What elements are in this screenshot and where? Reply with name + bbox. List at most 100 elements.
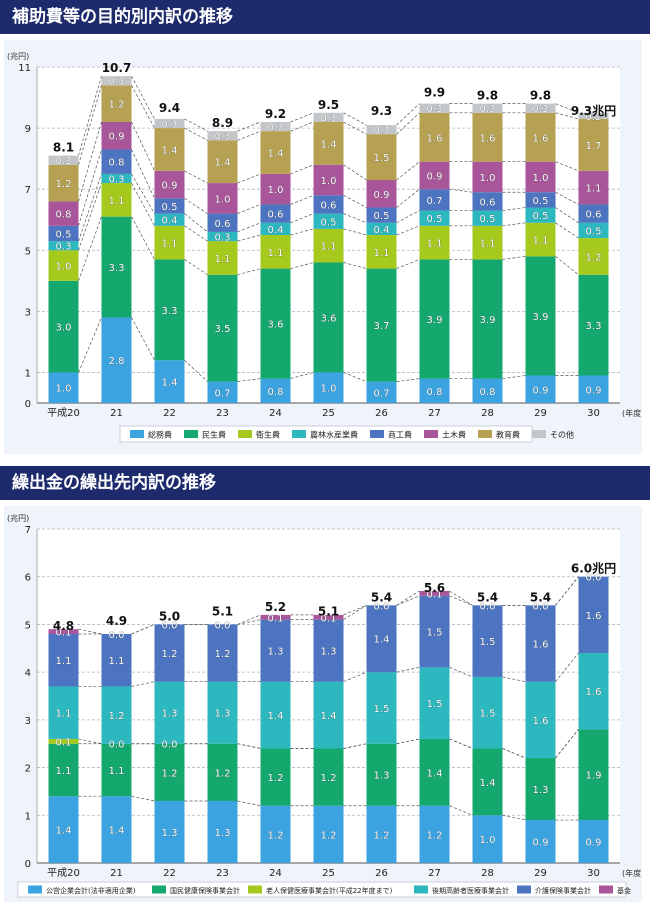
chart1-connector-line [78, 149, 102, 226]
chart1-value-label: 0.5 [374, 211, 390, 222]
chart1-connector-line [131, 173, 155, 214]
chart2-connector-line [237, 614, 261, 625]
chart2-value-label: 1.3 [321, 647, 337, 658]
chart2-bar-segment [207, 800, 238, 863]
chart1-value-label: 0.5 [162, 202, 178, 213]
chart2-bar-segment [260, 619, 291, 682]
chart2-bar-segment [48, 686, 79, 739]
chart2-value-label: 0.0 [109, 740, 125, 751]
chart2-connector-line [396, 590, 420, 606]
chart1-value-label: 0.6 [586, 210, 602, 221]
chart1-category-label: 21 [110, 408, 123, 419]
chart1-value-label: 1.4 [321, 139, 337, 150]
chart1-bar-segment [48, 250, 79, 281]
chart1-value-label: 0.9 [586, 385, 602, 396]
chart1-category-label: 24 [269, 408, 282, 419]
chart1-connector-line [502, 222, 526, 227]
chart1-value-label: 0.3 [374, 126, 390, 137]
chart1-connector-line [502, 256, 526, 260]
chart1-connector-line [343, 121, 367, 135]
chart2-bar-segment [472, 605, 503, 677]
chart1-value-label: 1.6 [480, 133, 496, 144]
chart1-connector-line [555, 103, 579, 114]
chart2-value-label: 0.9 [533, 838, 549, 849]
chart2-legend-swatch [517, 885, 531, 894]
chart2-bar-segment [260, 614, 291, 620]
chart2-value-label: 1.2 [215, 649, 231, 660]
chart1-connector-line [449, 188, 473, 193]
chart2-connector-line [396, 738, 420, 745]
chart1-value-label: 0.5 [586, 226, 602, 237]
chart2-ytick-label: 3 [25, 716, 31, 727]
chart1-bar-segment [472, 225, 503, 260]
chart2-category-label: 29 [534, 868, 547, 879]
chart2-value-label: 1.4 [374, 635, 390, 646]
chart2-total-label: 5.1 [318, 605, 339, 619]
chart1-value-label: 0.3 [109, 174, 125, 185]
chart1-bar-segment [525, 256, 556, 376]
chart1-legend-label: 土木費 [442, 430, 466, 440]
chart1-bar-segment [101, 216, 132, 318]
chart1-title: 補助費等の目的別内訳の推移 [12, 7, 233, 27]
chart1-value-label: 1.5 [374, 153, 390, 164]
chart2-value-label: 1.1 [56, 656, 72, 667]
chart2-connector-line [449, 590, 473, 606]
chart1-value-label: 0.4 [162, 216, 178, 227]
chart1-value-label: 3.6 [321, 313, 337, 324]
chart1-bar-segment [101, 121, 132, 150]
chart1-connector-line [131, 182, 155, 227]
chart2-category-label: 26 [375, 868, 388, 879]
chart1-value-label: 3.0 [56, 323, 72, 334]
chart1-value-label: 0.5 [321, 217, 337, 228]
chart1-value-label: 0.5 [480, 214, 496, 225]
chart1-bar-segment [578, 118, 609, 171]
chart1-ytick-label: 1 [25, 368, 31, 379]
chart1-connector-line [343, 112, 367, 126]
chart1-legend-swatch [238, 430, 252, 438]
chart2-total-label: 5.1 [212, 605, 233, 619]
chart2-total-label: 5.4 [477, 590, 498, 604]
chart1-legend-label: 教育費 [496, 430, 520, 440]
chart1-ytick-label: 0 [25, 399, 31, 410]
chart1-total-label: 8.9 [212, 116, 233, 130]
chart2-connector-line [502, 676, 526, 683]
chart1-ytick-label: 7 [25, 185, 31, 196]
chart1-bar-segment [578, 204, 609, 223]
chart2-connector-line [502, 748, 526, 759]
chart2-value-label: 1.2 [162, 768, 178, 779]
chart1-value-label: 0.3 [215, 132, 231, 143]
chart1-value-label: 1.0 [56, 384, 72, 395]
chart1-connector-line [78, 182, 102, 251]
chart2-connector-line [237, 743, 261, 749]
chart1-connector-line [78, 216, 102, 281]
chart1-bar-segment [313, 228, 344, 263]
chart2-value-label: 1.1 [109, 656, 125, 667]
chart2-bar-segment [313, 748, 344, 806]
chart1-legend-label: その他 [550, 430, 574, 440]
chart2-value-label: 1.5 [374, 704, 390, 715]
chart2-value-label: 1.3 [533, 785, 549, 796]
chart2-legend-swatch [414, 885, 428, 894]
chart1-bar-segment [313, 112, 344, 122]
chart1-value-label: 0.8 [480, 387, 496, 398]
chart1-connector-line [290, 112, 314, 123]
chart1-value-label: 0.9 [109, 132, 125, 143]
chart2-value-label: 1.3 [215, 709, 231, 720]
chart1-connector-line [131, 85, 155, 129]
chart1-value-label: 1.1 [215, 254, 231, 265]
chart2-value-label: 1.9 [586, 771, 602, 782]
chart1-connector-line [131, 121, 155, 172]
chart1-bar-segment [207, 241, 238, 275]
chart2-ytick-label: 4 [25, 668, 31, 679]
chart2-bar-segment [578, 729, 609, 821]
chart1-connector-line [78, 173, 102, 242]
chart2-bar-segment [313, 805, 344, 863]
chart1-total-label: 9.9 [424, 86, 445, 100]
chart2-total-label: 5.4 [530, 590, 551, 604]
chart2-value-label: 0.1 [56, 737, 72, 748]
chart2-bar-segment [419, 591, 450, 596]
chart1-bar-segment [101, 76, 132, 86]
chart1-value-label: 1.1 [480, 239, 496, 250]
chart1-legend-swatch [130, 430, 144, 438]
chart2-value-label: 1.2 [215, 768, 231, 779]
